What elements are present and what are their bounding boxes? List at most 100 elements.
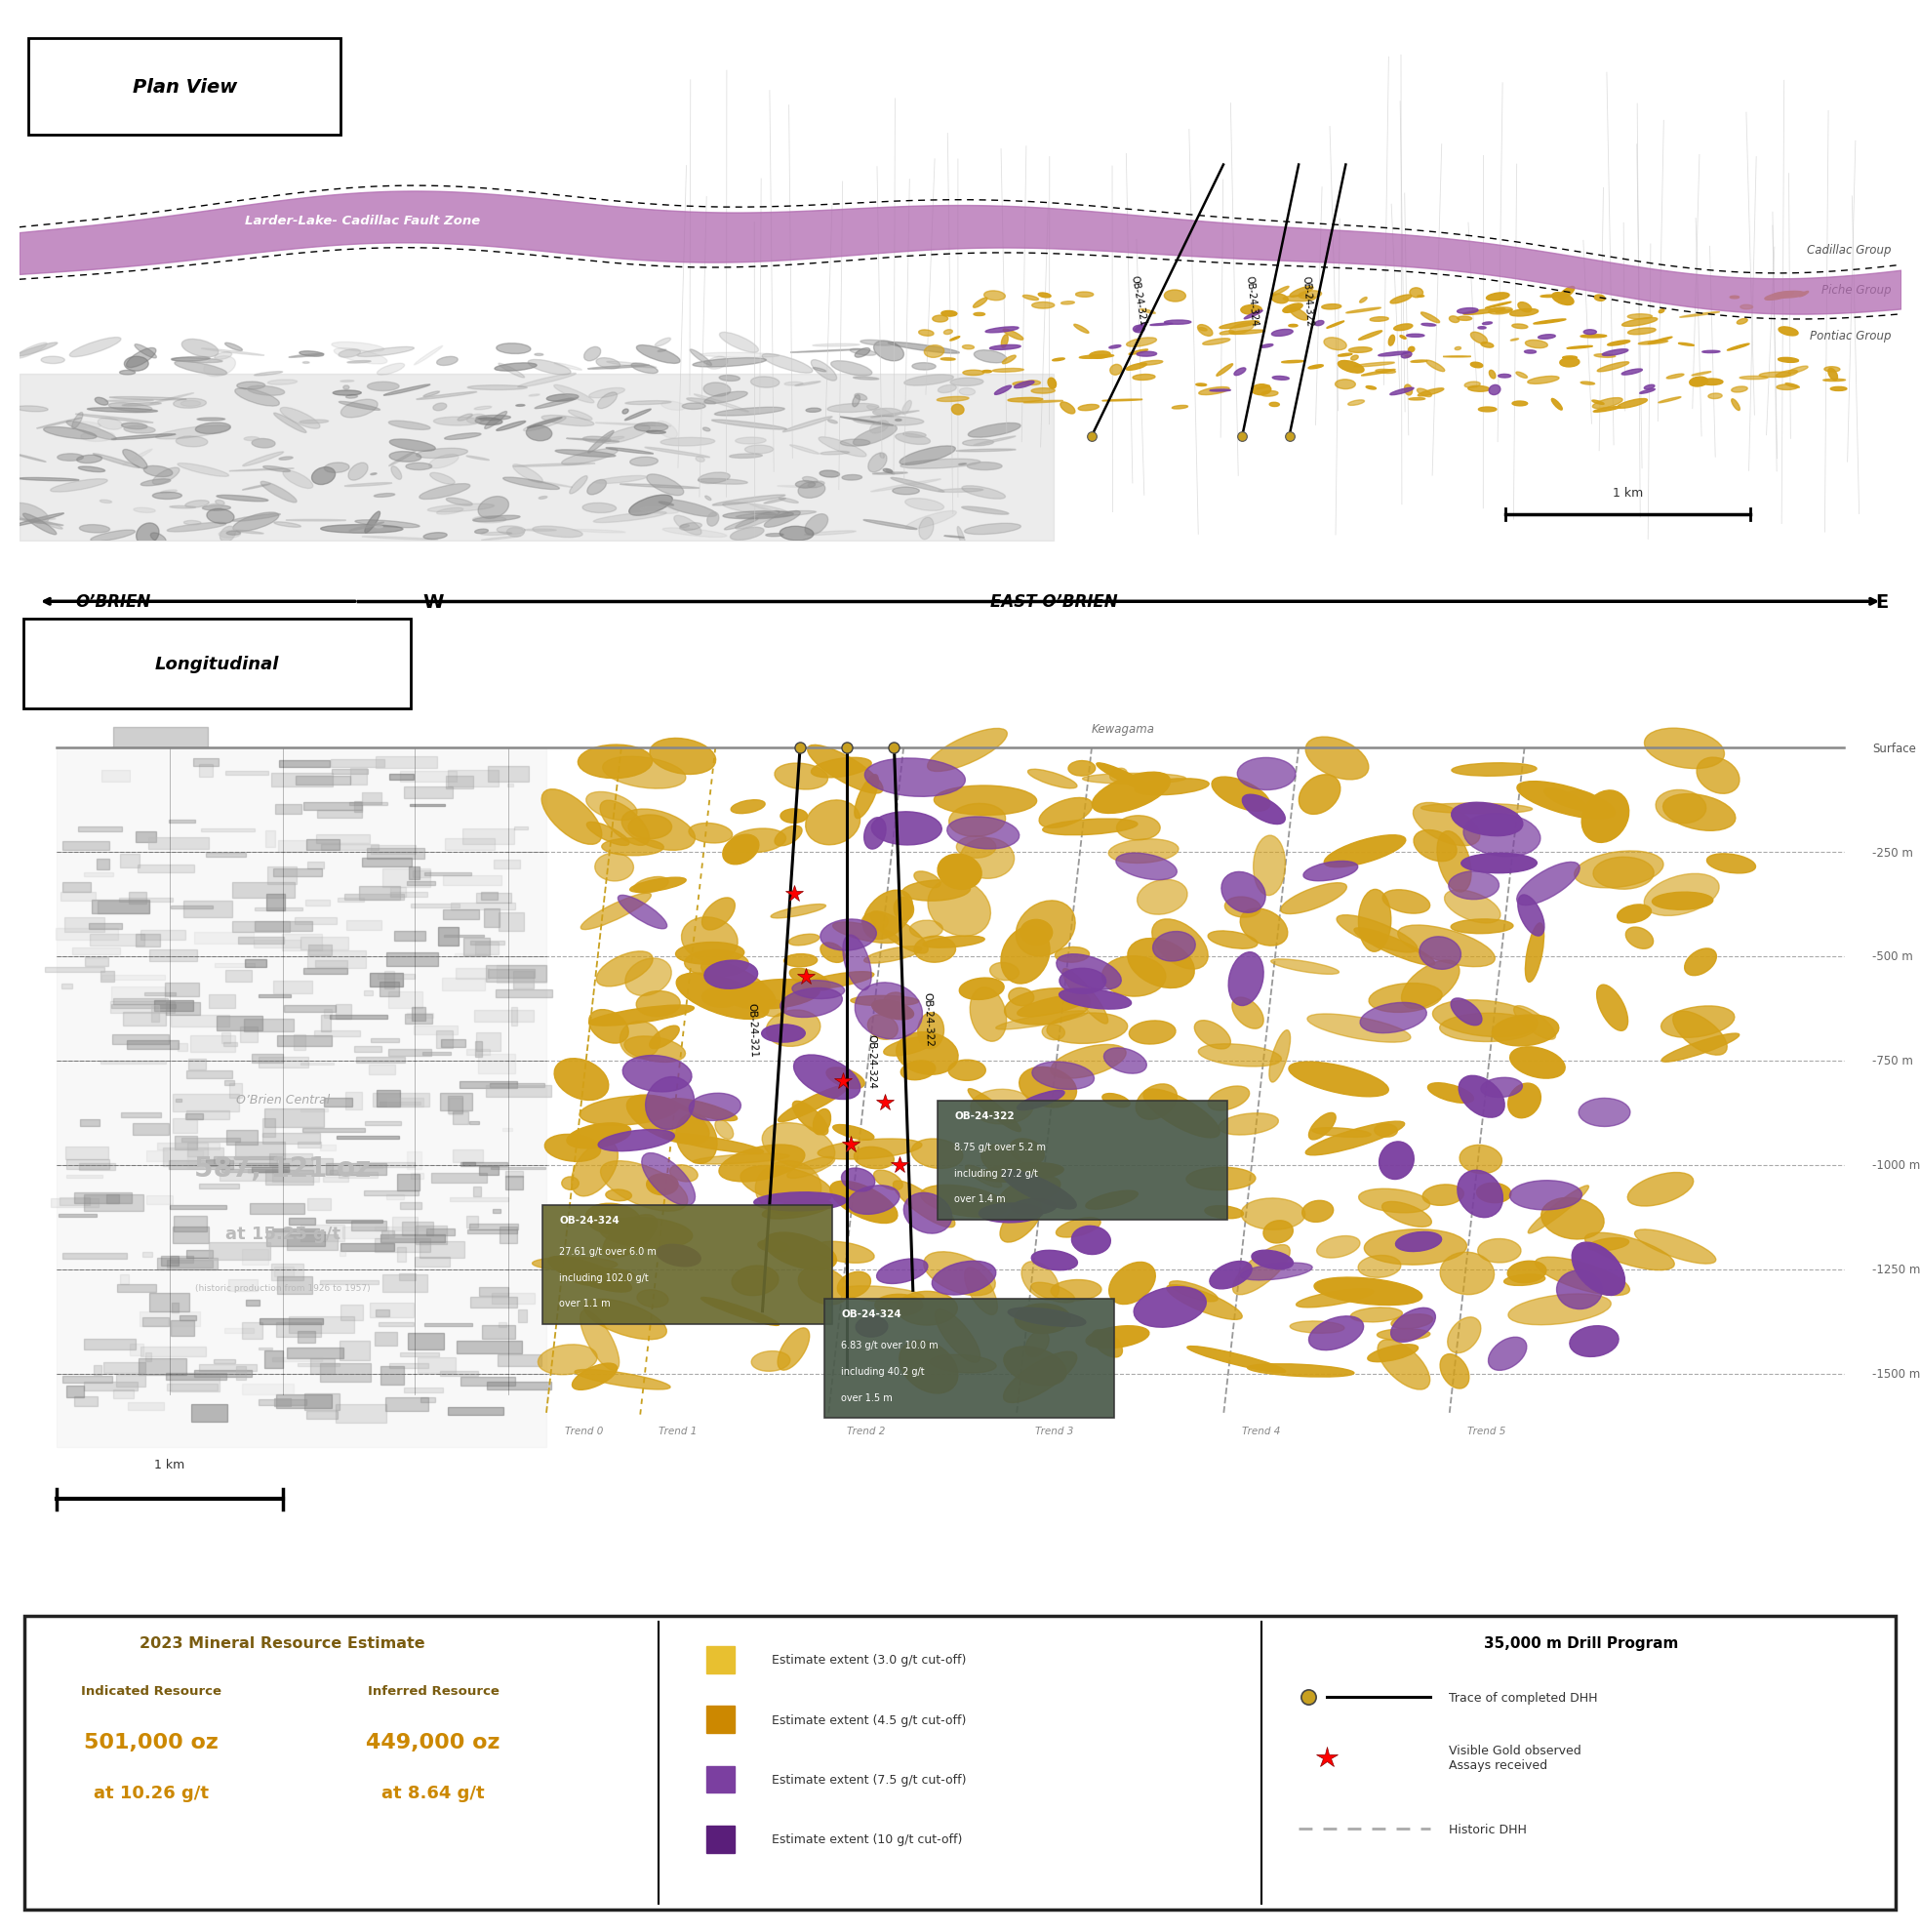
Bar	[315, 835, 371, 844]
Ellipse shape	[1392, 1314, 1432, 1329]
Bar	[380, 1366, 403, 1385]
Ellipse shape	[58, 454, 83, 462]
Ellipse shape	[1663, 794, 1736, 831]
Bar	[84, 1381, 138, 1391]
Ellipse shape	[1427, 361, 1444, 373]
Ellipse shape	[196, 423, 230, 435]
Bar	[461, 1378, 515, 1385]
Ellipse shape	[549, 1256, 632, 1293]
Bar	[440, 1094, 472, 1111]
Ellipse shape	[714, 408, 785, 417]
Ellipse shape	[1628, 315, 1653, 319]
Ellipse shape	[75, 415, 154, 423]
Ellipse shape	[1021, 1262, 1060, 1300]
Bar	[442, 978, 486, 991]
Ellipse shape	[1348, 348, 1373, 354]
Ellipse shape	[1033, 1063, 1094, 1090]
Ellipse shape	[1661, 1034, 1740, 1063]
Ellipse shape	[1116, 854, 1177, 881]
Bar	[330, 1014, 388, 1018]
Text: 35,000 m Drill Program: 35,000 m Drill Program	[1484, 1636, 1678, 1650]
Ellipse shape	[872, 1001, 914, 1020]
Ellipse shape	[1298, 292, 1321, 299]
Ellipse shape	[735, 512, 780, 529]
Bar	[499, 1227, 516, 1244]
Ellipse shape	[15, 406, 48, 412]
Ellipse shape	[1056, 947, 1089, 962]
Ellipse shape	[1824, 381, 1845, 383]
Ellipse shape	[1728, 344, 1749, 352]
Bar	[482, 1325, 515, 1339]
Ellipse shape	[81, 431, 115, 442]
Ellipse shape	[1139, 361, 1164, 365]
Bar	[148, 837, 209, 850]
Ellipse shape	[1062, 970, 1108, 1024]
Ellipse shape	[1571, 1325, 1619, 1356]
Bar	[257, 995, 290, 997]
Ellipse shape	[1375, 371, 1396, 375]
Bar	[467, 1231, 516, 1233]
Bar	[319, 1281, 378, 1285]
Text: W: W	[422, 593, 444, 611]
Bar	[259, 1320, 323, 1325]
Ellipse shape	[973, 299, 987, 309]
Ellipse shape	[1309, 1316, 1363, 1350]
Ellipse shape	[171, 359, 223, 363]
Bar	[75, 1397, 98, 1406]
Bar	[63, 840, 109, 850]
Ellipse shape	[472, 516, 507, 524]
Text: Trend 5: Trend 5	[1467, 1426, 1505, 1435]
Ellipse shape	[1707, 854, 1755, 873]
Text: -1000 m: -1000 m	[1872, 1159, 1920, 1171]
Ellipse shape	[900, 1061, 935, 1080]
Ellipse shape	[1440, 1014, 1536, 1041]
Ellipse shape	[870, 912, 927, 954]
Ellipse shape	[806, 800, 860, 846]
Ellipse shape	[1023, 296, 1039, 301]
Bar	[374, 1310, 390, 1318]
Ellipse shape	[1025, 1331, 1048, 1358]
Ellipse shape	[23, 514, 56, 535]
Bar	[221, 1032, 230, 1043]
Ellipse shape	[1198, 388, 1229, 396]
Ellipse shape	[1390, 1308, 1436, 1343]
Ellipse shape	[280, 408, 321, 429]
Bar	[104, 1362, 146, 1374]
Ellipse shape	[1198, 328, 1208, 332]
Ellipse shape	[445, 498, 472, 506]
Ellipse shape	[1308, 365, 1323, 369]
Bar	[413, 1009, 426, 1022]
Ellipse shape	[1306, 738, 1369, 781]
Ellipse shape	[1252, 1250, 1294, 1269]
Bar	[420, 1397, 434, 1403]
Ellipse shape	[1020, 920, 1052, 945]
Bar	[213, 1157, 276, 1163]
Ellipse shape	[626, 402, 672, 406]
Ellipse shape	[524, 417, 566, 431]
Ellipse shape	[705, 960, 758, 989]
Ellipse shape	[849, 1186, 899, 1215]
Bar	[340, 1250, 346, 1256]
Ellipse shape	[1828, 369, 1837, 381]
Text: Visible Gold observed
Assays received: Visible Gold observed Assays received	[1450, 1743, 1582, 1770]
Text: 1 km: 1 km	[1613, 487, 1644, 500]
Ellipse shape	[877, 1260, 927, 1285]
Ellipse shape	[1056, 1217, 1100, 1238]
Ellipse shape	[960, 838, 1014, 879]
Ellipse shape	[1359, 891, 1390, 952]
Ellipse shape	[175, 361, 227, 375]
Ellipse shape	[1465, 383, 1480, 388]
Ellipse shape	[883, 993, 904, 1007]
Ellipse shape	[1321, 305, 1342, 309]
Ellipse shape	[924, 1252, 995, 1296]
Ellipse shape	[524, 529, 557, 531]
Ellipse shape	[864, 817, 885, 850]
Bar	[259, 1057, 309, 1068]
Ellipse shape	[476, 419, 503, 425]
Bar	[194, 1370, 252, 1378]
Ellipse shape	[1039, 294, 1050, 298]
Ellipse shape	[15, 344, 58, 357]
Ellipse shape	[1398, 925, 1496, 968]
Text: at 8.64 g/t: at 8.64 g/t	[382, 1783, 484, 1803]
Ellipse shape	[695, 458, 705, 462]
